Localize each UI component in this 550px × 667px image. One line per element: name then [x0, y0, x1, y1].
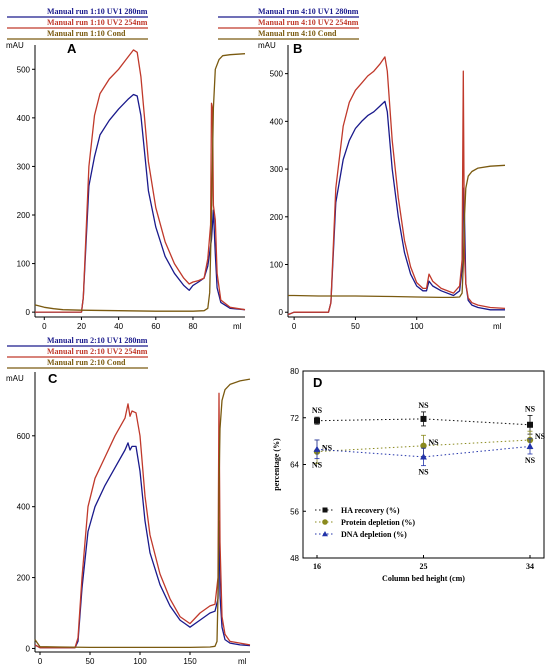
legend-label: DNA depletion (%): [341, 530, 407, 539]
legend-label: Manual run 4:10 UV2 254nm: [258, 18, 359, 27]
panel-C-legend: Manual run 2:10 UV1 280nm Manual run 2:10…: [7, 336, 148, 369]
y-tick-label: 500: [17, 65, 31, 74]
x-tick-label: 150: [183, 657, 197, 666]
panel-C: 0 200 400 600 0 50 100 150 ml mAU C: [6, 371, 251, 666]
legend-label: Manual run 1:10 UV2 254nm: [47, 18, 148, 27]
ns-annotation: NS: [312, 461, 323, 470]
y-unit-label: mAU: [258, 41, 276, 50]
x-tick-label: 0: [42, 322, 47, 331]
y-tick-label: 400: [17, 503, 31, 512]
series-line-uv2: [35, 49, 246, 313]
x-unit-label: ml: [493, 322, 502, 331]
x-tick-label: 50: [351, 322, 360, 331]
y-tick-label: 100: [17, 260, 31, 269]
y-tick-label: 0: [26, 644, 31, 653]
x-tick-label: 60: [151, 322, 160, 331]
x-tick-label: 25: [420, 562, 428, 571]
y-tick-label: 300: [17, 162, 31, 171]
ns-annotation: NS: [525, 404, 536, 413]
legend-label: Manual run 1:10 Cond: [47, 29, 126, 38]
ns-annotation: NS: [525, 456, 536, 465]
x-axis-title: Column bed height (cm): [382, 574, 465, 583]
data-point-square: [420, 415, 427, 422]
legend-label: Manual run 2:10 UV2 254nm: [47, 347, 148, 356]
y-tick-label: 56: [290, 507, 299, 516]
ns-annotation: NS: [428, 438, 439, 447]
series-line-cond: [34, 53, 246, 312]
legend-marker-circle: [322, 519, 328, 525]
data-point-square: [314, 417, 320, 424]
y-unit-label: mAU: [6, 374, 24, 383]
y-tick-label: 200: [270, 213, 284, 222]
data-point-triangle: [313, 445, 321, 452]
series-line-uv1: [34, 442, 251, 649]
y-tick-label: 64: [290, 461, 299, 470]
y-tick-label: 400: [17, 114, 31, 123]
y-tick-label: 0: [26, 308, 31, 317]
ns-annotation: NS: [418, 468, 429, 477]
y-tick-label: 300: [270, 165, 284, 174]
panel-B: 0 100 200 300 400 500 0 50 100 ml mAU B: [258, 41, 506, 331]
series-line-cond: [288, 164, 506, 299]
legend-label: Manual run 2:10 Cond: [47, 358, 126, 367]
panel-letter: D: [313, 375, 322, 390]
data-point-triangle: [420, 453, 427, 460]
legend-marker-triangle: [322, 531, 328, 537]
y-tick-label: 100: [270, 261, 284, 270]
ns-annotation: NS: [312, 406, 323, 415]
panel-A: 0 100 200 300 400 500 0 20 40 60 80 ml mAU A: [6, 41, 246, 331]
legend-label: Manual run 4:10 Cond: [258, 29, 337, 38]
legend-marker-square: [322, 507, 328, 513]
series-line-uv2: [34, 392, 251, 649]
series-line-uv1: [35, 93, 246, 313]
panel-D-legend: HA recovery (%) Protein depletion (%) DNA …: [315, 506, 415, 539]
x-unit-label: ml: [233, 322, 242, 331]
x-tick-label: 80: [189, 322, 198, 331]
x-unit-label: ml: [238, 657, 247, 666]
y-tick-label: 0: [279, 308, 284, 317]
legend-label: Manual run 2:10 UV1 280nm: [47, 336, 148, 345]
x-tick-label: 34: [526, 562, 534, 571]
y-unit-label: mAU: [6, 41, 24, 50]
y-tick-label: 48: [290, 554, 299, 563]
y-tick-label: 80: [290, 367, 299, 376]
legend-label: Manual run 4:10 UV1 280nm: [258, 7, 359, 16]
y-axis-title: percentage (%): [272, 438, 281, 491]
ns-annotation: NS: [535, 432, 546, 441]
data-point-triangle: [526, 442, 534, 449]
x-tick-label: 100: [410, 322, 424, 331]
legend-label: HA recovery (%): [341, 506, 400, 515]
panel-D: 48 56 64 72 80 16 25 34 Column bed height (cm) pe…: [272, 367, 546, 583]
y-tick-label: 500: [270, 70, 284, 79]
ns-annotation: NS: [418, 401, 429, 410]
x-tick-label: 16: [313, 562, 321, 571]
y-tick-label: 200: [17, 211, 31, 220]
x-tick-label: 50: [86, 657, 95, 666]
panel-letter: B: [293, 41, 302, 56]
y-tick-label: 400: [270, 117, 284, 126]
panel-B-legend: Manual run 4:10 UV1 280nm Manual run 4:10…: [218, 7, 359, 40]
panel-letter: A: [67, 41, 77, 56]
data-point-circle: [420, 442, 427, 449]
panel-letter: C: [48, 371, 58, 386]
legend-label: Protein depletion (%): [341, 518, 415, 527]
x-tick-label: 40: [114, 322, 123, 331]
series-line-cond: [34, 378, 251, 649]
y-tick-label: 600: [17, 432, 31, 441]
y-tick-label: 200: [17, 574, 31, 583]
x-tick-label: 100: [133, 657, 147, 666]
series-line-uv1: [287, 100, 505, 316]
x-tick-label: 0: [292, 322, 297, 331]
panel-A-legend: Manual run 1:10 UV1 280nm Manual run 1:10…: [7, 7, 148, 40]
legend-label: Manual run 1:10 UV1 280nm: [47, 7, 148, 16]
y-tick-label: 72: [290, 414, 299, 423]
x-tick-label: 20: [77, 322, 86, 331]
data-point-square: [527, 421, 533, 428]
x-tick-label: 0: [38, 657, 43, 666]
series-line-uv2: [287, 56, 506, 316]
ns-annotation: NS: [322, 444, 333, 453]
